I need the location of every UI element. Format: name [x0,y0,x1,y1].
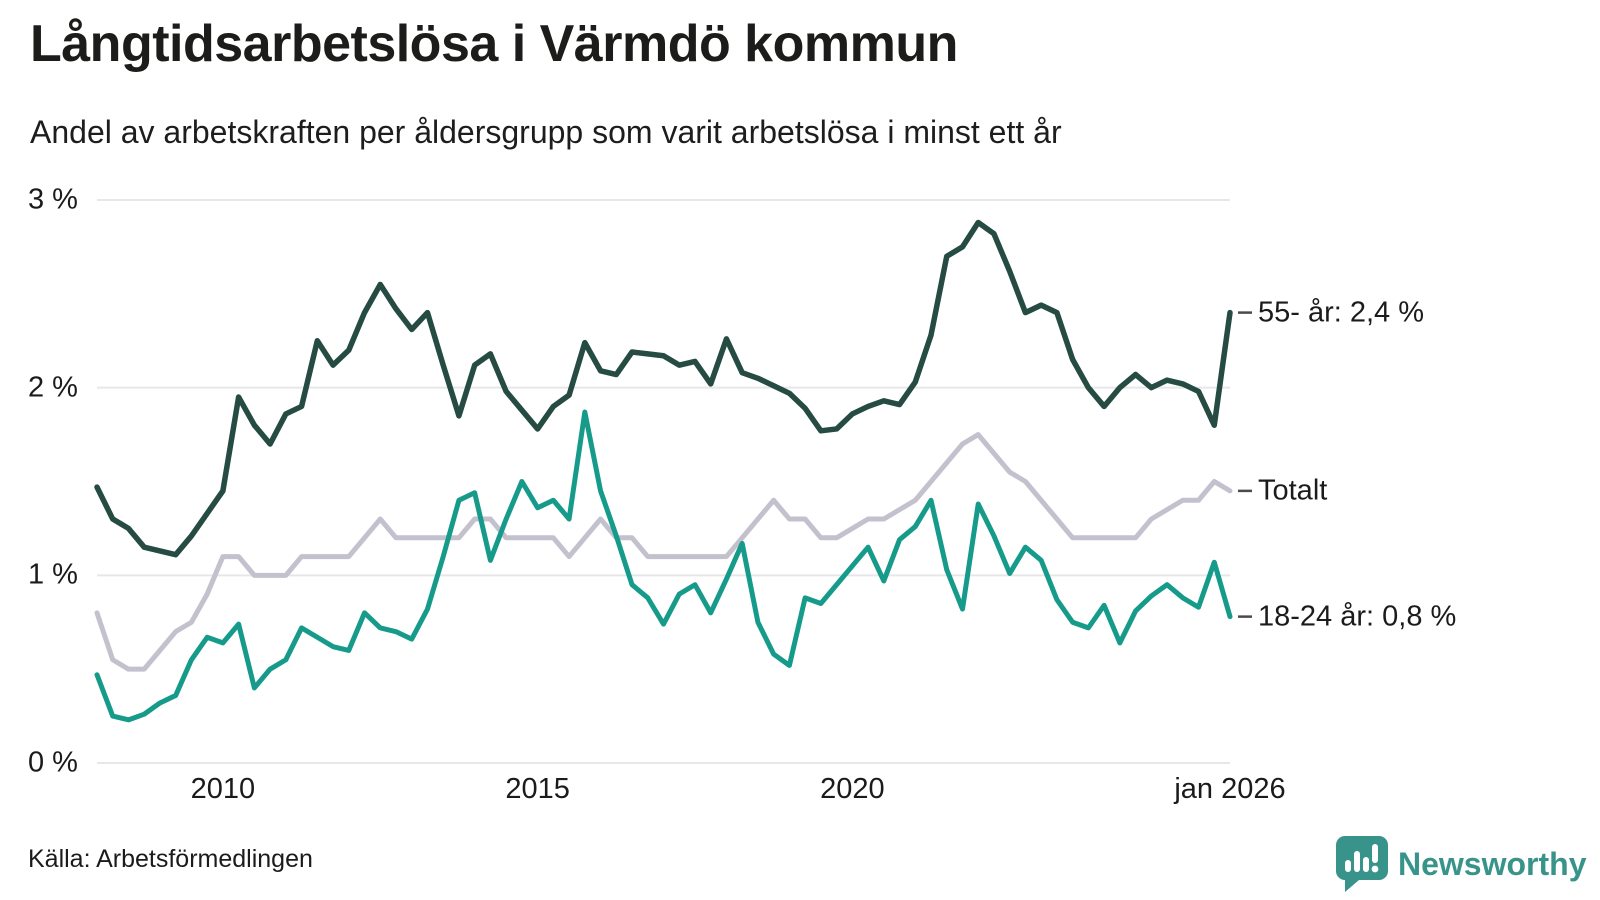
source-note: Källa: Arbetsförmedlingen [28,845,313,873]
y-tick-label: 0 % [28,746,78,779]
y-tick-label: 1 % [28,558,78,591]
newsworthy-speech-bubble-icon [1336,836,1388,892]
gridlines [97,199,1230,764]
series-lines [94,219,1233,723]
x-tick-label: 2020 [820,773,885,805]
y-tick-label: 2 % [28,371,78,404]
brand-wordmark: Newsworthy [1398,845,1587,882]
page-subtitle: Andel av arbetskraften per åldersgrupp s… [30,114,1062,150]
series-line-18-24-r [94,409,1233,723]
x-tick-label: 2015 [505,773,570,805]
series-end-label: 18-24 år: 0,8 % [1258,600,1457,633]
page-title: Långtidsarbetslösa i Värmdö kommun [30,15,958,73]
x-tick-label: 2010 [190,773,256,805]
brand-logo: Newsworthy [1334,836,1586,892]
series-line-totalt [94,432,1233,672]
series-label-dashes [1238,311,1252,618]
series-end-label: Totalt [1258,474,1328,507]
series-end-label: 55- år: 2,4 % [1258,296,1425,329]
x-tick-label: jan 2026 [1174,773,1286,805]
y-tick-label: 3 % [28,183,78,216]
series-line-55-r [94,219,1233,558]
